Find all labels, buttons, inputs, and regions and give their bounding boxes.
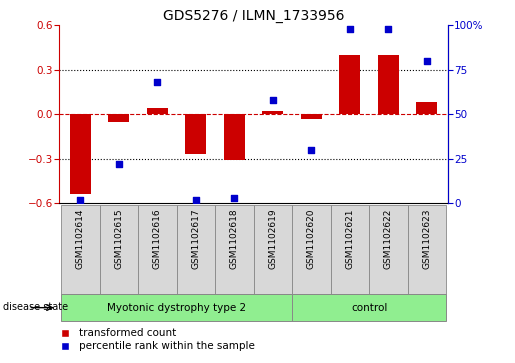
Bar <box>339 55 360 114</box>
Bar <box>177 205 215 294</box>
Text: GSM1102618: GSM1102618 <box>230 209 239 269</box>
Point <box>153 79 162 85</box>
Title: GDS5276 / ILMN_1733956: GDS5276 / ILMN_1733956 <box>163 9 345 23</box>
Text: GSM1102620: GSM1102620 <box>307 209 316 269</box>
Bar <box>61 205 99 294</box>
Bar <box>253 205 292 294</box>
Bar <box>138 205 177 294</box>
Bar <box>70 114 91 194</box>
Bar <box>416 102 437 114</box>
Bar <box>99 205 138 294</box>
Bar <box>378 55 399 114</box>
Text: control: control <box>351 303 387 313</box>
Bar <box>331 205 369 294</box>
Text: GSM1102615: GSM1102615 <box>114 209 124 269</box>
Bar <box>185 114 207 154</box>
Bar <box>301 114 322 119</box>
Bar <box>147 109 168 114</box>
Point <box>423 58 431 64</box>
Legend: transformed count, percentile rank within the sample: transformed count, percentile rank withi… <box>54 328 255 351</box>
Text: disease state: disease state <box>3 302 67 312</box>
Bar <box>292 294 446 321</box>
Point <box>269 97 277 103</box>
Text: GSM1102621: GSM1102621 <box>346 209 354 269</box>
Bar <box>224 114 245 160</box>
Bar <box>292 205 331 294</box>
Bar <box>108 114 129 122</box>
Point <box>307 147 316 153</box>
Text: GSM1102614: GSM1102614 <box>76 209 85 269</box>
Text: GSM1102617: GSM1102617 <box>192 209 200 269</box>
Text: Myotonic dystrophy type 2: Myotonic dystrophy type 2 <box>107 303 246 313</box>
Point <box>192 197 200 203</box>
Text: GSM1102619: GSM1102619 <box>268 209 278 269</box>
Text: GSM1102623: GSM1102623 <box>422 209 432 269</box>
Bar <box>61 294 292 321</box>
Point <box>76 197 84 203</box>
Bar <box>408 205 446 294</box>
Point <box>230 195 238 201</box>
Point <box>384 26 392 32</box>
Point <box>115 161 123 167</box>
Bar <box>215 205 253 294</box>
Text: GSM1102622: GSM1102622 <box>384 209 393 269</box>
Point <box>346 26 354 32</box>
Bar <box>369 205 408 294</box>
Text: GSM1102616: GSM1102616 <box>153 209 162 269</box>
Bar <box>262 111 283 114</box>
